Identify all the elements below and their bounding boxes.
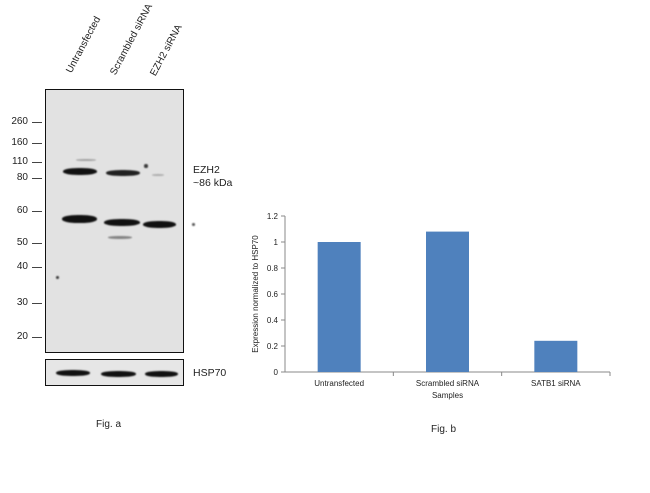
bar-chart: 0 0.2 0.4 0.6 0.8 1 1.2 Untransfected Scrambled … [251,212,611,400]
band-minor-lane2 [108,236,132,239]
mw-marker-30: 30 [16,297,28,308]
band-ezh2-lane2 [106,170,140,176]
band-lower-lane3 [143,221,176,228]
band-hsp70-lane3 [145,371,178,377]
mw-tick [32,178,42,179]
x-tick-label: Untransfected [314,379,364,388]
blot-main-panel [45,89,184,353]
y-tick-label: 1 [274,238,279,247]
mw-tick [32,267,42,268]
y-tick-label: 0 [274,368,279,377]
band-ezh2-lane1 [63,168,97,175]
band-speck [56,276,59,279]
y-tick-label: 0.4 [267,316,279,325]
lane-label-untransfected: Untransfected [64,14,104,76]
mw-tick [32,211,42,212]
bar [317,242,361,372]
target-label-size: ~86 kDa [193,177,233,189]
band-lower-lane1 [62,215,97,223]
band-lower-lane2 [104,219,140,226]
mw-marker-80: 80 [16,172,28,183]
fig-b-caption: Fig. b [431,424,457,435]
band-dot [144,164,148,168]
x-axis-title: Samples [432,391,463,400]
band-hsp70-lane1 [56,370,90,376]
mw-tick [32,337,42,338]
blot-edge-speck [192,223,195,226]
mw-marker-50: 50 [16,237,28,248]
blot-loading-control-panel [45,359,184,386]
lane-label-scrambled-sirna: Scrambled siRNA [108,2,156,78]
mw-marker-110: 110 [12,156,28,167]
y-axis-title: Expression normalized to HSP70 [251,235,260,353]
mw-tick [32,162,42,163]
bar [426,231,469,372]
y-tick-label: 0.6 [267,290,279,299]
y-tick-label: 0.2 [267,342,279,351]
mw-marker-160: 160 [11,137,28,148]
mw-marker-40: 40 [16,261,28,272]
mw-tick [32,143,42,144]
mw-marker-260: 260 [11,116,28,127]
mw-marker-60: 60 [16,205,28,216]
y-tick-label: 1.2 [267,212,279,221]
target-label-ezh2: EZH2 [193,164,220,176]
mw-marker-20: 20 [16,331,28,342]
band-faint-upper [76,159,96,161]
x-tick-label: Scrambled siRNA [416,379,480,388]
band-hsp70-lane2 [101,371,136,377]
lane-label-ezh2-sirna: EZH2 siRNA [148,22,185,78]
mw-tick [32,122,42,123]
loading-control-label: HSP70 [193,367,227,379]
fig-a-caption: Fig. a [96,419,122,430]
mw-tick [32,303,42,304]
band-ezh2-lane3-faint [152,174,164,176]
bar [534,340,578,372]
x-tick-label: SATB1 siRNA [531,379,581,388]
mw-tick [32,243,42,244]
y-tick-label: 0.8 [267,264,279,273]
